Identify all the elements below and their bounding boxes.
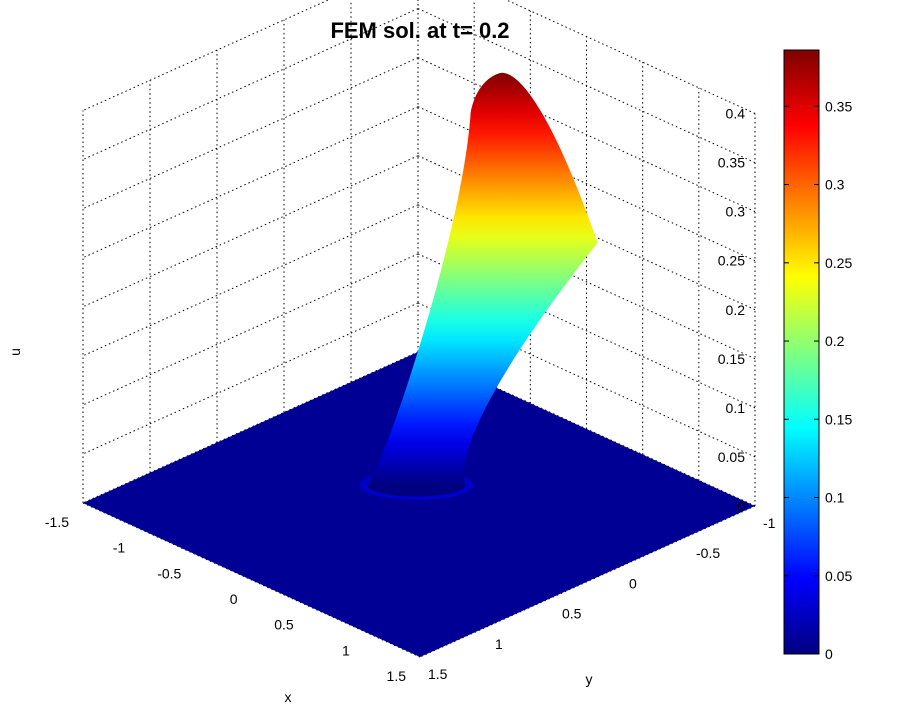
grid-line — [417, 302, 756, 458]
grid-line — [82, 253, 419, 406]
z-tick-label: 0.2 — [726, 302, 746, 318]
chart-title: FEM sol. at t= 0.2 — [330, 18, 509, 43]
x-tick-label: 0.5 — [274, 617, 294, 633]
grid-line — [82, 8, 419, 161]
y-tick-label: 1 — [495, 636, 503, 652]
axis-ticks: 0 0.05 0.1 0.15 0.2 0.25 0.3 0.35 0.4 -1.5 -1 -0.5 0… — [45, 106, 776, 685]
colorbar-tick-label: 0.2 — [825, 333, 845, 349]
x-tick-label: 0 — [230, 591, 238, 607]
colorbar-tick-label: 0.25 — [825, 255, 852, 271]
z-tick-label: 0.35 — [718, 155, 745, 171]
x-tick-label: 1 — [342, 642, 350, 658]
grid-line — [417, 253, 756, 409]
z-tick-label: 0.25 — [718, 253, 745, 269]
colorbar-ticks: 0 0.05 0.1 0.15 0.2 0.25 0.3 0.35 — [784, 98, 852, 662]
grid-line — [417, 204, 756, 360]
grid-line — [82, 0, 330, 111]
z-axis-label: u — [7, 348, 23, 356]
z-tick-label: 0.4 — [726, 106, 746, 122]
y-tick-label: 1.5 — [428, 666, 448, 682]
grid-line — [417, 106, 756, 262]
x-tick-label: -1.5 — [45, 514, 69, 530]
colorbar-tick-label: 0.35 — [825, 98, 852, 114]
x-tick-label: -0.5 — [157, 565, 181, 581]
colorbar-tick-label: 0.15 — [825, 411, 852, 427]
colorbar-tick-label: 0 — [825, 646, 833, 662]
colorbar-tick-label: 0.1 — [825, 490, 845, 506]
colorbar-tick-label: 0.3 — [825, 177, 845, 193]
grid-line — [82, 106, 419, 259]
x-axis-label: x — [285, 689, 292, 705]
grid-line — [417, 57, 756, 213]
z-tick-label: 0.3 — [726, 204, 746, 220]
z-tick-label: 0.05 — [718, 449, 745, 465]
surface-mesh — [83, 72, 755, 657]
y-tick-label: 0.5 — [562, 606, 582, 622]
z-tick-label: 0.1 — [726, 400, 746, 416]
y-tick-label: -0.5 — [696, 545, 720, 561]
y-axis-label: y — [586, 671, 593, 687]
grid-line — [82, 57, 419, 210]
grid-line — [82, 302, 419, 455]
colorbar — [783, 49, 820, 655]
y-tick-label: -1 — [763, 515, 776, 531]
z-tick-label: 0 — [737, 498, 745, 514]
colorbar-tick-label: 0.05 — [825, 568, 852, 584]
x-tick-label: 1.5 — [387, 668, 407, 684]
grid-line — [505, 0, 756, 114]
y-tick-label: 0 — [629, 575, 637, 591]
surface-peak — [367, 72, 598, 497]
grid-line — [82, 155, 419, 308]
surface-base — [83, 352, 755, 657]
x-tick-label: -1 — [113, 540, 126, 556]
z-tick-label: 0.15 — [718, 351, 745, 367]
grid-line — [82, 204, 419, 357]
